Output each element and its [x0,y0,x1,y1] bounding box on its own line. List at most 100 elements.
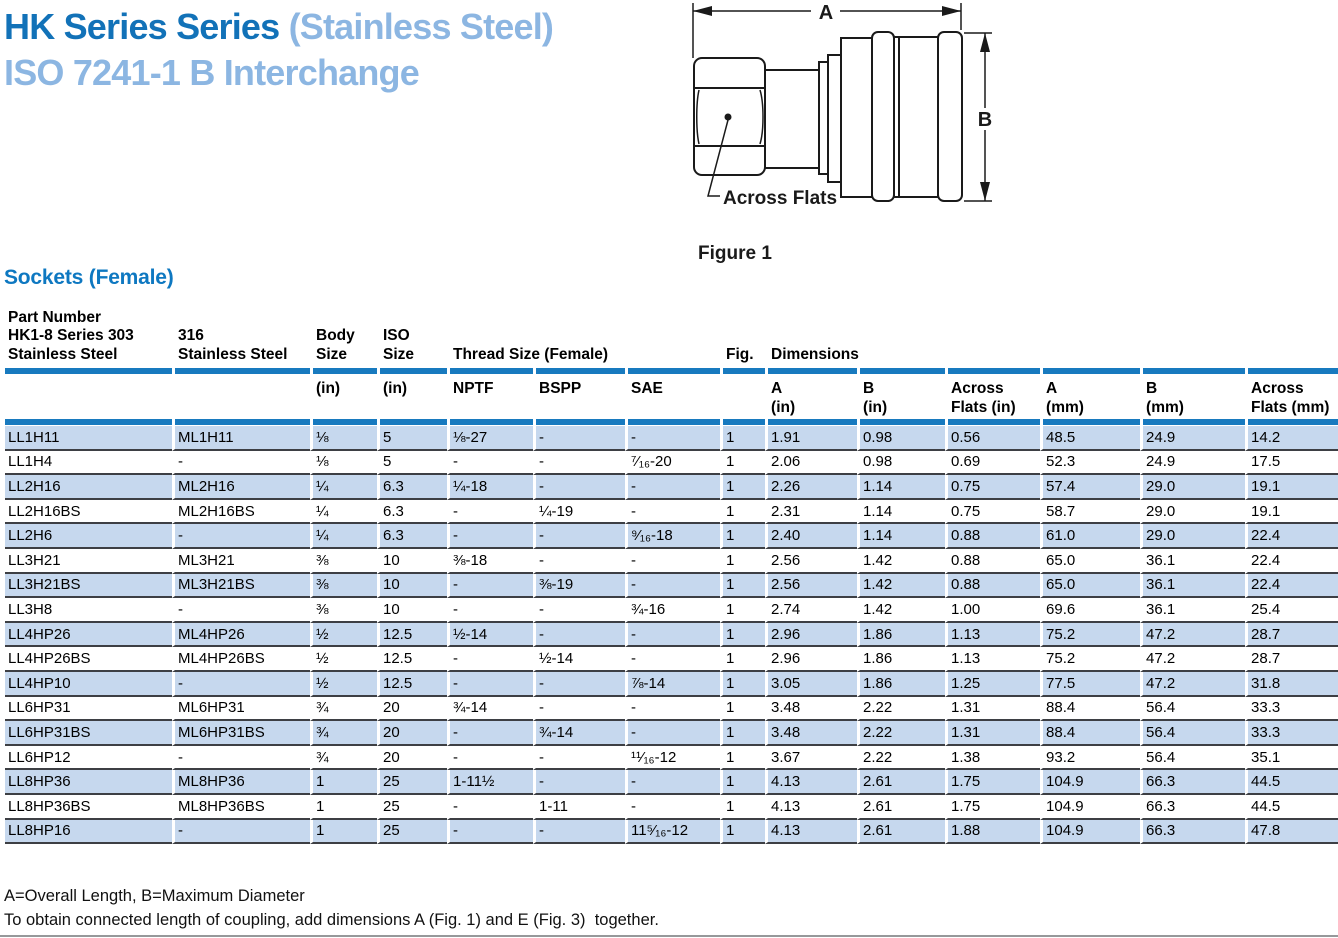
table-cell: ⅛-27 [447,426,533,451]
table-cell: - [533,426,625,451]
col-header-part-number: Part Number HK1-8 Series 303 Stainless S… [8,308,134,363]
table-row: LL1H4- ⅛ 5- - ⁷⁄₁₆-20 1 2.06 0.98 0.69 52.3 24.9 17… [5,450,1338,476]
across-flats-label: Across Flats [723,188,837,209]
flange-ring-2 [937,31,963,202]
table-cell: - [172,819,310,845]
flange-ring-1 [871,31,895,202]
divider-bar-segment [857,368,946,375]
divider-bar-segment [447,368,533,375]
table-cell: 47.8 [1245,819,1338,845]
table-cell: LL3H21 [5,549,172,574]
table-row: LL4HP10- ½ 12.5- - ⅞-14 1 3.05 1.86 1.25 77.5 47.2… [5,671,1338,697]
table-cell: 25 [377,819,447,845]
table-cell: 47.2 [1140,622,1246,648]
bottom-rule [0,935,1338,937]
col-header-thread-size: Thread Size (Female) [447,306,720,368]
table-cell: 47.2 [1140,671,1246,697]
table-cell: 1 [310,794,377,820]
table-cell: 5 [377,450,447,476]
table-cell: LL2H16 [5,475,172,500]
table-cell: ¼-19 [533,499,625,525]
figure-caption: Figure 1 [698,243,772,264]
step-ring [818,61,829,175]
table-cell: 61.0 [1040,524,1141,549]
table-cell: LL3H21BS [5,573,172,599]
table-cell: 2.22 [857,745,946,771]
table-cell: 2.96 [765,647,858,672]
table-cell: LL2H16BS [5,500,172,525]
table-cell: 1 [310,770,377,795]
table-cell: 36.1 [1140,598,1246,623]
table-cell: 88.4 [1040,721,1141,746]
table-cell: 4.13 [765,819,858,845]
col-header-body-size: Body Size [310,306,377,368]
subheader-nptf: NPTF [447,375,533,419]
table-subheader-row: (in) (in) NPTF BSPP SAE A (in) B (in) Ac… [5,375,1338,419]
footnote-dimension-key: A=Overall Length, B=Maximum Diameter [4,887,305,905]
table-cell: - [447,524,533,549]
divider-bar-segment [1040,419,1141,426]
hex-nut [693,57,766,176]
subheader-b-mm: B (mm) [1140,375,1245,419]
table-cell: 66.3 [1140,819,1246,845]
table-cell: 24.9 [1140,450,1246,476]
table-cell: 0.98 [857,426,946,451]
table-cell: ML4HP26BS [172,647,310,672]
divider-bar-segment [857,419,946,426]
table-cell: 88.4 [1040,696,1141,722]
subheader-across-flats-mm: Across Flats (mm) [1245,375,1338,419]
table-cell: - [172,524,310,549]
table-cell: LL8HP16 [5,819,172,845]
table-cell: 66.3 [1140,794,1246,820]
table-cell: ML2H16BS [172,499,310,525]
table-cell: ½ [310,622,377,648]
table-cell: 36.1 [1140,573,1246,599]
table-cell: ½-14 [447,622,533,648]
table-cell: ML4HP26 [172,622,310,648]
table-cell: 65.0 [1040,573,1141,599]
table-cell: LL4HP26BS [5,647,172,672]
table-cell: 1 [720,647,766,672]
table-cell: - [172,745,310,771]
table-cell: - [447,499,533,525]
divider-bar-segment [377,419,447,426]
table-cell: 1 [720,794,766,820]
table-cell: - [533,548,625,574]
table-row: LL3H21BS ML3H21BS ⅜ 10- ⅜-19-1 2.56 1.42 0.88 65… [5,573,1338,599]
table-cell: LL1H11 [5,426,172,451]
table-cell: 1 [720,819,766,845]
table-row: LL3H8- ⅜ 10- - ¾-16 1 2.74 1.42 1.00 69.6 36.1 25.4 [5,598,1338,623]
table-cell: 1.75 [945,770,1041,795]
table-cell: 22.4 [1245,573,1338,599]
table-cell: 11⁵⁄₁₆-12 [625,819,721,845]
table-cell: 2.61 [857,819,946,845]
table-cell: 10 [377,548,447,574]
table-cell: 1.38 [945,745,1041,771]
col-header-fig: Fig. [720,306,765,368]
subheader-a-in: A (in) [765,375,857,419]
table-cell: 19.1 [1245,499,1338,525]
table-cell: 25.4 [1245,598,1338,623]
table-cell: 1 [720,475,766,500]
table-cell: - [447,794,533,820]
table-cell: 69.6 [1040,598,1141,623]
table-cell: - [533,770,625,795]
table-cell: 1 [720,671,766,697]
divider-bar-segment [720,368,766,375]
table-cell: 1 [720,696,766,722]
table-cell: 52.3 [1040,450,1141,476]
table-cell: 1.75 [945,794,1041,820]
parts-table: Part Number HK1-8 Series 303 Stainless S… [5,306,1338,845]
table-cell: LL1H4 [5,451,172,476]
table-cell: - [447,819,533,845]
table-cell: 0.98 [857,450,946,476]
table-cell: 12.5 [377,671,447,697]
table-cell: - [172,450,310,476]
table-cell: 1 [720,622,766,648]
table-cell: - [447,745,533,771]
page-title-material: (Stainless Steel) [279,6,554,47]
table-cell: 1-11½ [447,770,533,795]
table-cell: 4.13 [765,794,858,820]
table-cell: 14.2 [1245,426,1338,451]
table-cell: 33.3 [1245,696,1338,722]
